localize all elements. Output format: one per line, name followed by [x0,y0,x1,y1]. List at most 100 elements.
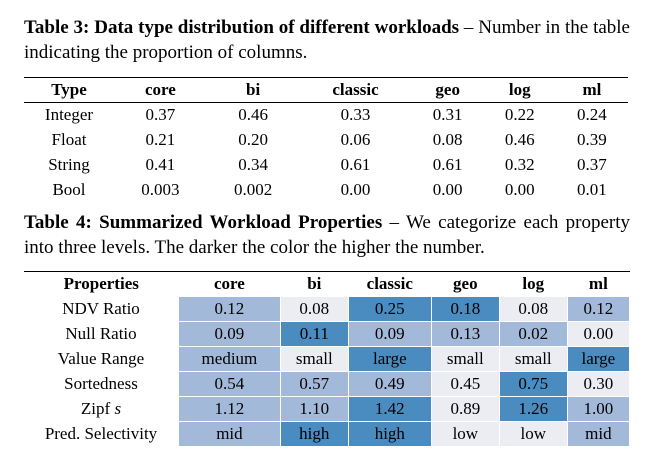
table3-body: Integer 0.37 0.46 0.33 0.31 0.22 0.24 Float 0.21… [24,103,628,203]
table4-cell: 0.25 [347,296,432,322]
table3-cell: 0.31 [432,105,463,125]
table4-cell: high [279,421,349,447]
table3-cell: 0.21 [145,130,176,149]
table3-row-label: Float [51,130,87,149]
table4-body: NDV Ratio 0.12 0.08 0.25 0.18 0.08 0.12 Null Ra… [24,296,631,447]
table3-cell: 0.61 [340,155,371,174]
table3-cell: 0.00 [504,180,535,199]
table3-row-label: Integer [44,105,94,125]
table4-cell: 0.57 [279,371,349,397]
table4-row-label: Null Ratio [65,324,137,343]
table4-cell: large [566,346,631,372]
table3-cell: 0.39 [577,130,607,149]
table4-cell: 0.30 [566,371,631,397]
table4-cell: low [498,421,568,447]
table3-cell: 0.00 [432,180,463,199]
table4-cell: high [347,421,432,447]
table3-col-header: bi [245,80,261,99]
table4-cell: 0.02 [498,321,568,347]
table4-cell: 0.00 [566,321,631,347]
table4-row: Zipf s 1.12 1.10 1.42 0.89 1.26 1.00 [24,396,631,422]
table3-cell: 0.20 [238,130,268,149]
table4-row: Value Range medium small large small small lar… [24,346,631,372]
table4-cell: 0.75 [498,371,568,397]
table3-cell: 0.01 [577,180,607,199]
table3-row: String 0.41 0.34 0.61 0.61 0.32 0.37 [24,153,628,178]
table3-row: Float 0.21 0.20 0.06 0.08 0.46 0.39 [24,128,628,153]
table4-cell: 1.12 [178,396,281,422]
table3-cell: 0.08 [432,130,463,149]
table3-cell: 0.34 [238,155,268,174]
table3-caption: Table 3: Data type distribution of diffe… [24,15,630,65]
table4-row-label: Pred. Selectivity [44,424,158,443]
table4-cell: 1.26 [498,396,568,422]
table4-row-label: Sortedness [64,374,138,393]
table4-cell: 0.12 [178,296,281,322]
table3-col-header: geo [435,80,460,99]
table3-col-header: core [144,80,176,99]
table4-cell: low [430,421,500,447]
table4-row-label: Zipf s [80,399,122,418]
table4-caption: Table 4: Summarized Workload Properties … [24,210,630,260]
table3-cell: 0.33 [340,105,371,125]
table4-row: Pred. Selectivity mid high high low low mid [24,421,631,447]
table4-cell: small [430,346,500,372]
table3-cell: 0.37 [145,105,176,125]
table4-cell: 0.09 [178,321,281,347]
table4-row: Sortedness 0.54 0.57 0.49 0.45 0.75 0.30 [24,371,631,397]
table4-cell: 0.11 [279,321,349,347]
table3-cell: 0.22 [504,105,535,125]
table3-header-row: Type core bi classic geo log ml [24,78,628,103]
table4: Properties core bi classic geo log ml ND… [24,271,631,447]
table4-cell: 0.45 [430,371,500,397]
table3-cell: 0.24 [577,105,607,125]
table4-cell: small [279,346,349,372]
table4-header-properties: Properties [63,274,139,294]
table4-cell: 1.42 [347,396,432,422]
table4-cell: medium [178,346,281,372]
table3-cell: 0.003 [141,180,180,199]
table3-cell: 0.002 [233,180,273,199]
table3-col-header: classic [332,80,379,99]
table4-col-header: geo [453,274,478,293]
table3-cell: 0.41 [145,155,176,174]
table3-row: Bool 0.003 0.002 0.00 0.00 0.00 0.01 [24,178,628,203]
table4-header-row: Properties core bi classic geo log ml [24,272,630,297]
table4-cell: 0.54 [178,371,281,397]
table4-cell: 0.18 [430,296,500,322]
table3: Type core bi classic geo log ml Integer 0… [24,77,628,203]
table4-row: Null Ratio 0.09 0.11 0.09 0.13 0.02 0.00 [24,321,631,347]
table3-cell: 0.00 [340,180,371,199]
table3-cell: 0.46 [504,130,535,149]
table3-caption-text: – Number in the table indicating the pro… [24,17,630,63]
table4-caption-text: – We categorize each property into three… [24,212,631,258]
table3-cell: 0.61 [432,155,463,174]
table4-cell: 0.13 [430,321,500,347]
table4-row-label: Value Range [57,349,145,368]
table4-col-header: bi [307,274,322,293]
table3-cell: 0.32 [504,155,535,174]
table3-row-label: Bool [52,180,86,199]
table3-title: Table 3: Data type distribution of diffe… [24,17,460,38]
table3-col-header: ml [582,80,602,99]
table4-cell: 1.00 [566,396,631,422]
table4-cell: mid [566,421,631,447]
table4-cell: 0.08 [498,296,568,322]
table3-cell: 0.06 [340,130,371,149]
table4-cell: small [498,346,568,372]
table4-cell: 0.08 [279,296,349,322]
table3-row-label: String [48,155,90,174]
table4-col-header: log [522,274,545,293]
table4-cell: 0.12 [566,296,631,322]
table3-cell: 0.46 [238,105,268,125]
table4-col-header: core [213,274,245,293]
table4-cell: 0.89 [430,396,500,422]
table4-cell: 1.10 [279,396,349,422]
table4-col-header: ml [588,274,608,293]
table3-col-header: log [508,80,531,99]
table4-cell: mid [178,421,281,447]
table4-col-header: classic [366,274,413,293]
table4-row: NDV Ratio 0.12 0.08 0.25 0.18 0.08 0.12 [24,296,631,322]
table3-row: Integer 0.37 0.46 0.33 0.31 0.22 0.24 [24,103,628,128]
